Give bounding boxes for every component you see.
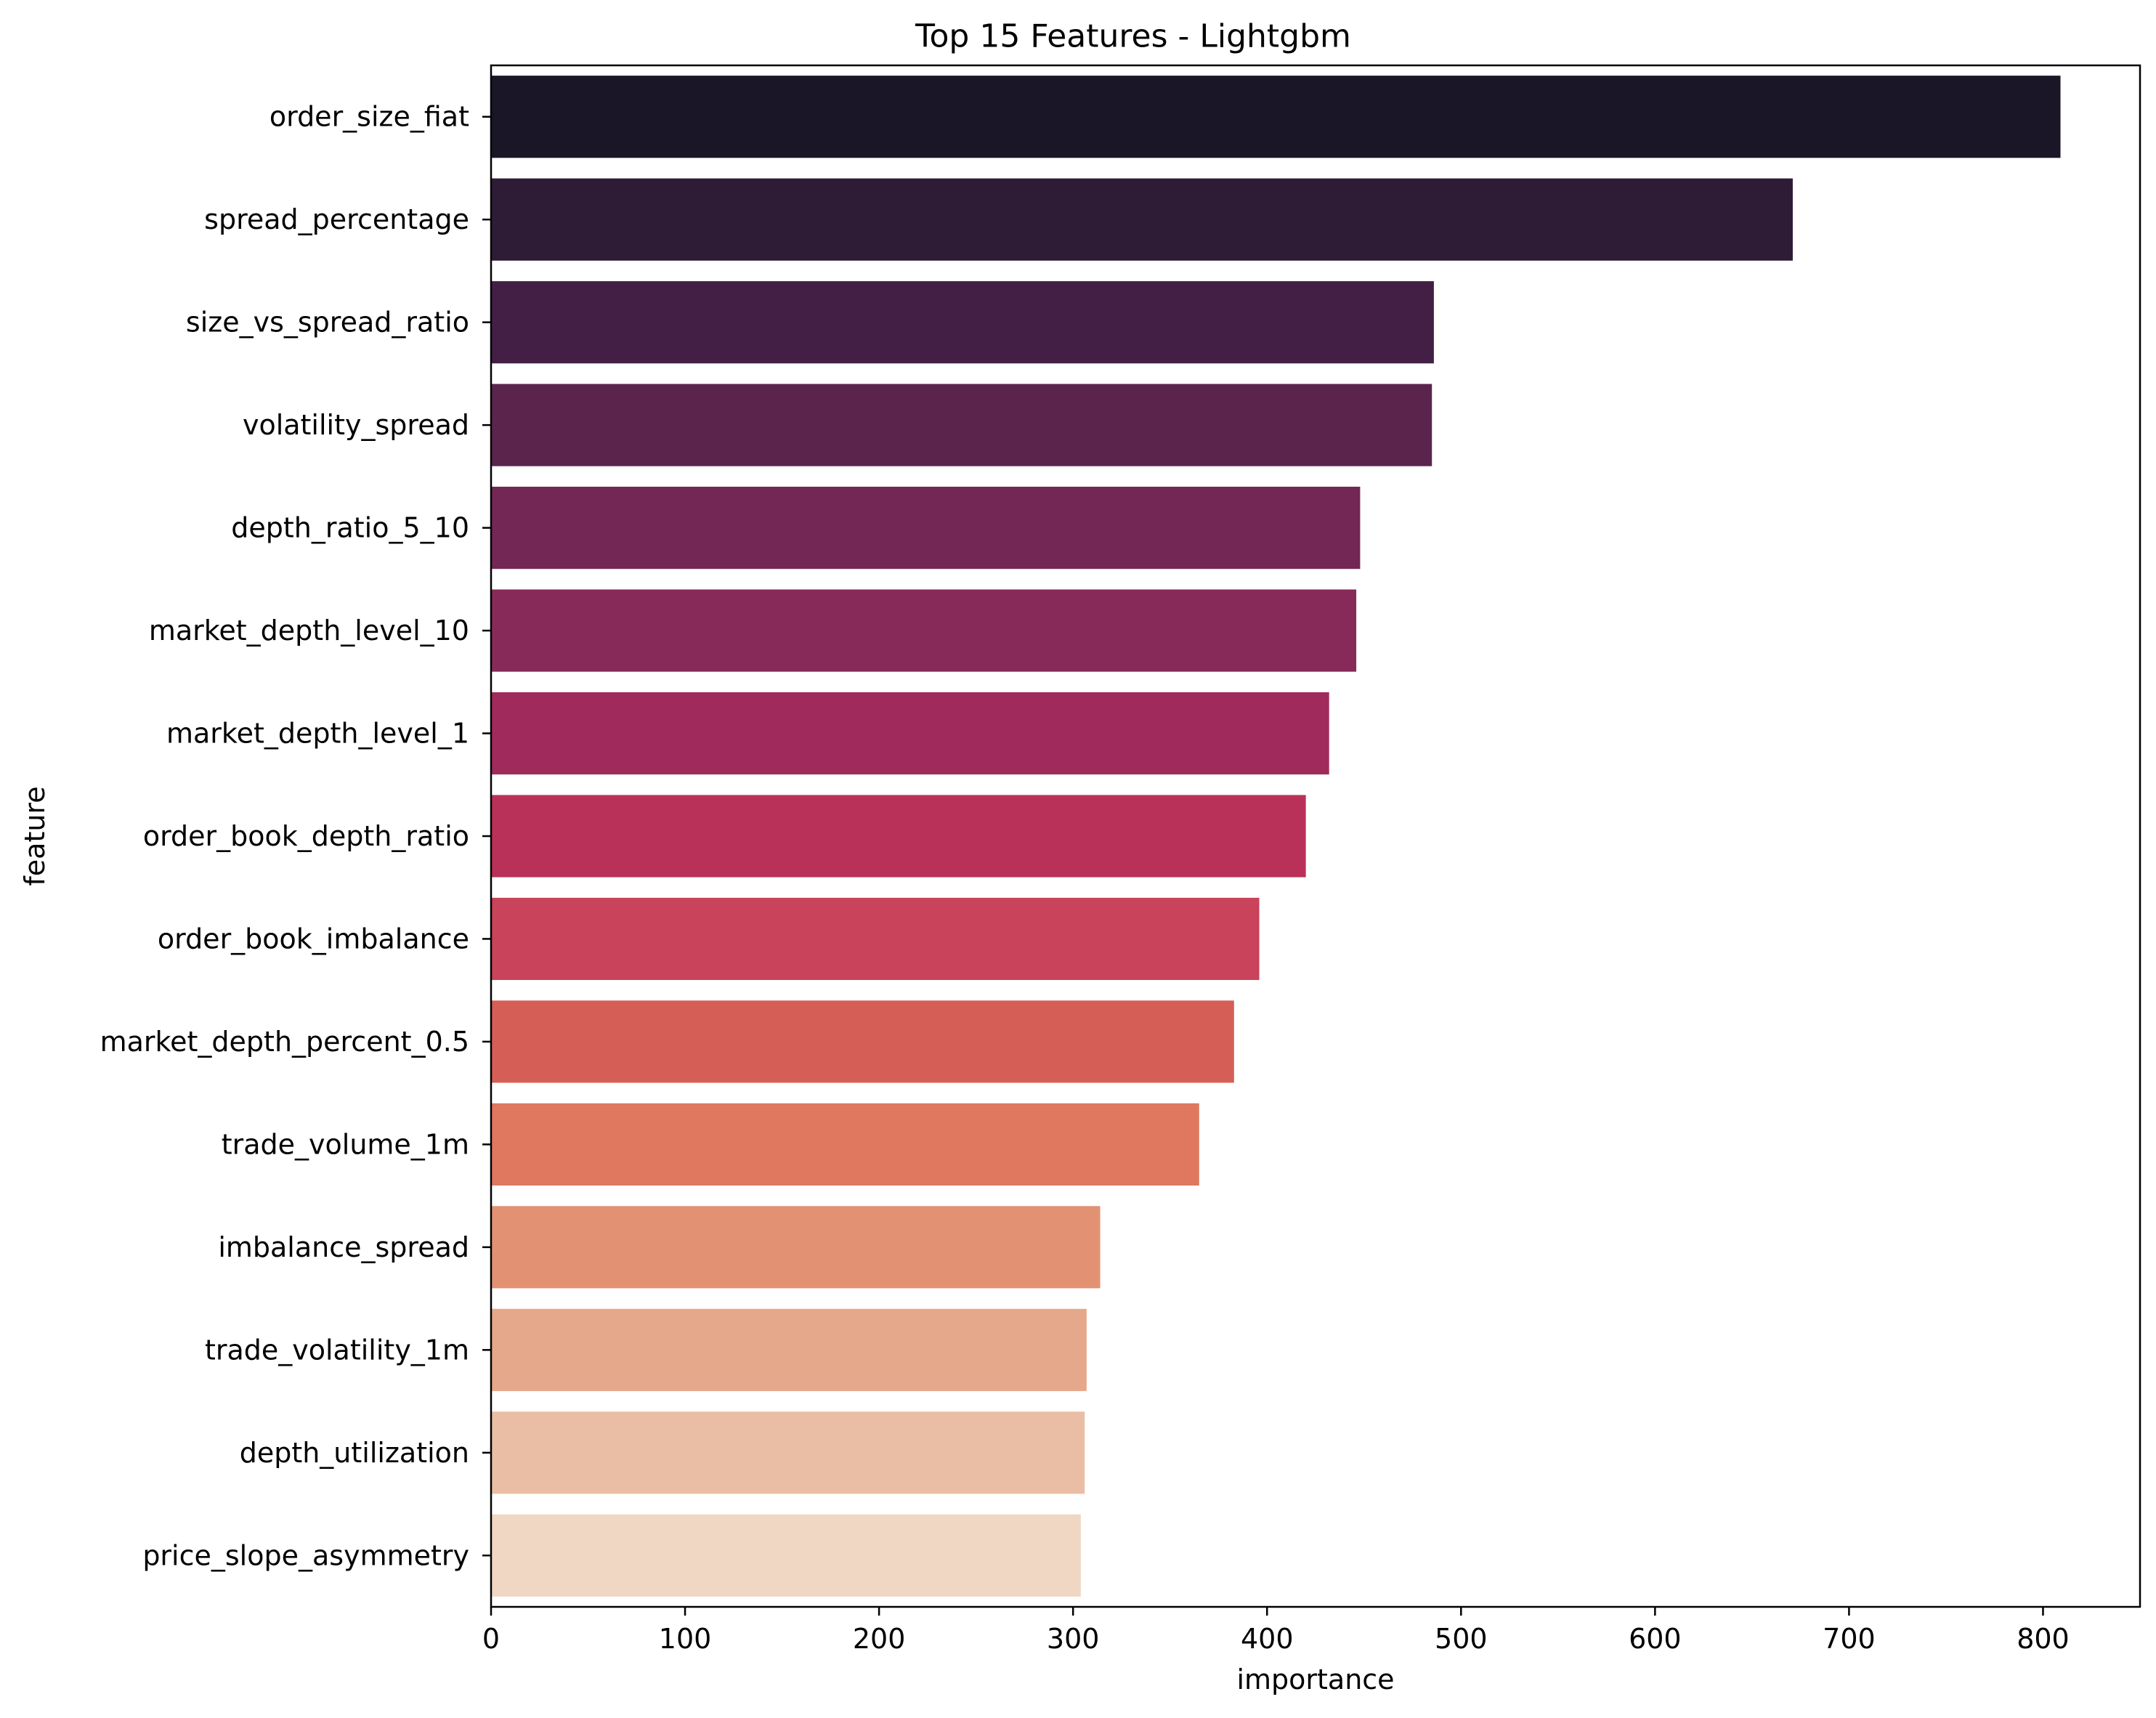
y-tick-label: depth_utilization: [240, 1437, 469, 1469]
bar-volatility-spread: [491, 384, 1432, 466]
y-tick-label: market_depth_level_10: [149, 615, 469, 647]
bar-market-depth-percent-0-5: [491, 1000, 1234, 1083]
bar-market-depth-level-1: [491, 692, 1329, 775]
y-tick-label: spread_percentage: [204, 203, 469, 235]
bar-market-depth-level-10: [491, 589, 1357, 672]
bar-imbalance-spread: [491, 1206, 1101, 1289]
x-axis-label: importance: [1236, 1664, 1394, 1695]
x-tick-label: 400: [1241, 1623, 1294, 1655]
y-tick-label: order_book_imbalance: [158, 923, 469, 955]
y-tick-label: trade_volatility_1m: [205, 1334, 469, 1366]
y-tick-label: order_book_depth_ratio: [143, 820, 469, 852]
bar-spread-percentage: [491, 178, 1793, 261]
bars-group: [491, 76, 2061, 1597]
x-tick-label: 100: [659, 1623, 712, 1655]
bar-depth-ratio-5-10: [491, 487, 1361, 570]
bar-order-book-imbalance: [491, 897, 1260, 981]
bar-order-size-fiat: [491, 76, 2061, 158]
y-tick-label: depth_ratio_5_10: [231, 512, 469, 544]
bar-price-slope-asymmetry: [491, 1514, 1081, 1597]
y-tick-label: market_depth_level_1: [166, 718, 469, 750]
y-tick-label: volatility_spread: [243, 409, 469, 441]
bar-depth-utilization: [491, 1411, 1085, 1494]
y-tick-label: price_slope_asymmetry: [142, 1539, 469, 1571]
bar-trade-volume-1m: [491, 1103, 1199, 1186]
x-tick-label: 800: [2017, 1623, 2070, 1655]
x-tick-label: 200: [853, 1623, 906, 1655]
bar-trade-volatility-1m: [491, 1308, 1087, 1391]
y-tick-label: size_vs_spread_ratio: [186, 307, 469, 339]
x-tick-label: 700: [1823, 1623, 1876, 1655]
y-tick-labels: order_size_fiat spread_percentage size_vs_…: [100, 101, 491, 1571]
y-axis-label: feature: [19, 786, 51, 886]
plot-frame: [490, 64, 2141, 1608]
bar-order-book-depth-ratio: [491, 795, 1306, 878]
x-tick-label: 0: [482, 1623, 500, 1655]
y-tick-label: imbalance_spread: [218, 1231, 469, 1263]
x-tick-label: 500: [1435, 1623, 1488, 1655]
x-tick-label: 300: [1047, 1623, 1100, 1655]
x-ticks: 0 100 200 300 400 500 600 700 800: [482, 1607, 2070, 1655]
y-tick-label: order_size_fiat: [270, 101, 469, 133]
y-tick-label: market_depth_percent_0.5: [100, 1026, 469, 1058]
bar-size-vs-spread-ratio: [491, 281, 1434, 364]
y-tick-label: trade_volume_1m: [222, 1128, 469, 1160]
x-tick-label: 600: [1629, 1623, 1682, 1655]
chart-title: Top 15 Features - Lightgbm: [915, 18, 1351, 55]
